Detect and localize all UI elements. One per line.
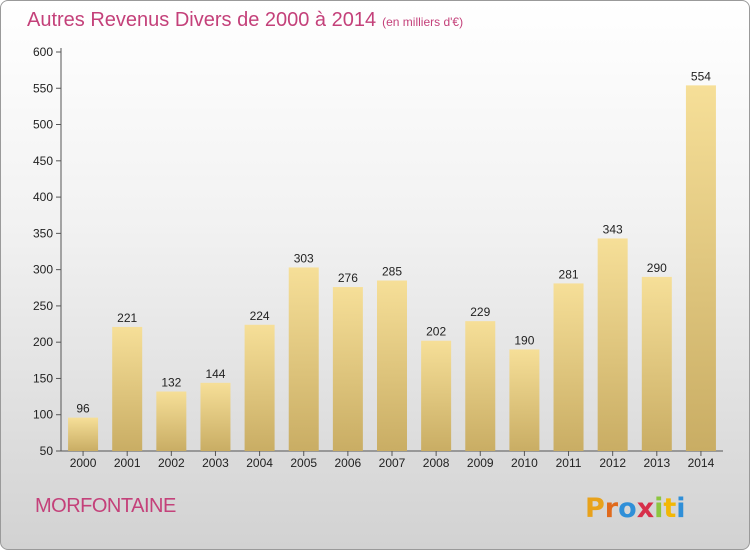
bar	[685, 85, 716, 451]
bar-value-label: 281	[559, 267, 579, 281]
bar-value-label: 229	[470, 305, 490, 319]
svg-text:Proxiti: Proxiti	[585, 493, 686, 524]
bar-value-label: 285	[382, 265, 402, 279]
bar-value-label: 554	[691, 69, 711, 83]
bar	[377, 280, 407, 451]
bar	[200, 382, 231, 451]
bar-value-label: 221	[117, 311, 137, 325]
x-tick-label: 2008	[423, 456, 450, 470]
y-tick-label: 100	[33, 408, 53, 422]
y-tick-label: 250	[33, 299, 53, 313]
x-tick-label: 2010	[511, 456, 538, 470]
y-tick-label: 400	[33, 190, 53, 204]
bar	[68, 417, 99, 451]
chart-title: Autres Revenus Divers de 2000 à 2014 (en …	[27, 9, 463, 32]
bar	[597, 238, 628, 451]
bar-value-label: 276	[338, 271, 358, 285]
bar-value-label: 190	[514, 333, 534, 347]
bar	[553, 283, 584, 451]
y-tick-label: 450	[33, 154, 53, 168]
x-tick-label: 2013	[643, 456, 670, 470]
bar-value-label: 343	[603, 222, 623, 236]
y-tick-label: 200	[33, 335, 53, 349]
city-name: MORFONTAINE	[35, 495, 176, 517]
x-tick-label: 2005	[290, 456, 317, 470]
x-tick-label: 2003	[202, 456, 229, 470]
bar-value-label: 202	[426, 325, 446, 339]
bar-value-label: 132	[161, 376, 181, 390]
x-tick-label: 2007	[379, 456, 406, 470]
y-tick-label: 50	[40, 444, 54, 458]
bar-value-label: 303	[294, 251, 314, 265]
x-tick-label: 2012	[599, 456, 626, 470]
bar	[288, 267, 319, 451]
x-tick-label: 2000	[70, 456, 97, 470]
bar	[641, 276, 672, 451]
y-tick-label: 500	[33, 118, 53, 132]
bar-value-label: 290	[647, 261, 667, 275]
chart-title-main: Autres Revenus Divers de 2000 à 2014	[27, 9, 377, 31]
chart-subtitle: (en milliers d'€)	[382, 15, 464, 29]
x-tick-label: 2014	[688, 456, 715, 470]
bar-value-label: 144	[205, 367, 225, 381]
bar	[156, 391, 187, 451]
y-tick-label: 600	[33, 45, 53, 59]
x-tick-label: 2009	[467, 456, 494, 470]
proxiti-logo: Proxiti	[585, 493, 686, 524]
x-tick-label: 2001	[114, 456, 141, 470]
y-tick-label: 350	[33, 226, 53, 240]
bar	[465, 321, 496, 451]
bar-value-label: 96	[76, 402, 90, 416]
bar	[332, 287, 363, 451]
x-tick-label: 2011	[556, 456, 582, 470]
bar	[112, 326, 143, 451]
x-tick-label: 2004	[246, 456, 273, 470]
y-tick-label: 550	[33, 81, 53, 95]
x-tick-label: 2006	[335, 456, 362, 470]
bar	[509, 349, 540, 451]
bar-value-label: 224	[250, 309, 270, 323]
y-tick-label: 150	[33, 371, 53, 385]
bar	[244, 324, 275, 451]
bar	[421, 340, 452, 451]
x-tick-label: 2002	[158, 456, 185, 470]
y-tick-label: 300	[33, 263, 53, 277]
